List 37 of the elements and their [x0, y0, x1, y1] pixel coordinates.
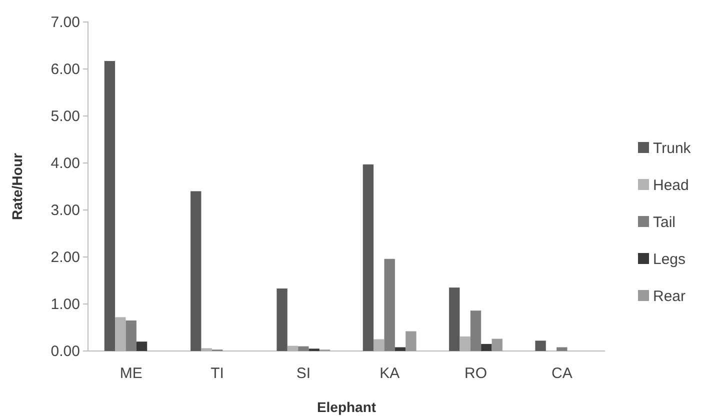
- bar: [481, 344, 492, 351]
- y-tick-label: 1.00: [50, 296, 80, 313]
- bar: [384, 258, 395, 351]
- bar: [449, 288, 460, 351]
- bar: [126, 320, 136, 351]
- bar: [492, 338, 502, 351]
- x-tick-label: RO: [464, 365, 487, 382]
- bar: [104, 61, 116, 351]
- bar: [362, 164, 374, 351]
- legend-label: Tail: [653, 214, 676, 231]
- x-tick-label: SI: [296, 365, 311, 382]
- bar: [136, 342, 148, 351]
- bar: [298, 346, 309, 351]
- y-tick-label: 7.00: [50, 14, 80, 31]
- bar: [190, 191, 202, 351]
- legend-label: Rear: [653, 288, 686, 305]
- y-tick-label: 5.00: [50, 108, 80, 125]
- y-axis-title: Rate/Hour: [9, 152, 25, 220]
- legend-label: Legs: [653, 251, 686, 268]
- y-tick-label: 6.00: [50, 60, 80, 78]
- bar: [276, 288, 288, 351]
- x-tick-label: KA: [380, 365, 400, 382]
- x-tick-label: ME: [120, 365, 142, 382]
- bar: [535, 340, 546, 351]
- x-tick-label: CA: [551, 365, 572, 382]
- y-tick-label: 3.00: [50, 202, 80, 219]
- y-tick-label: 2.00: [50, 248, 80, 266]
- bar: [470, 310, 482, 351]
- legend-label: Trunk: [653, 140, 692, 157]
- legend-label: Head: [653, 177, 689, 194]
- bar: [556, 347, 568, 351]
- x-tick-label: TI: [210, 365, 224, 382]
- y-tick-label: 4.00: [50, 154, 80, 172]
- bar: [394, 347, 406, 351]
- y-tick-label: 0.00: [50, 342, 80, 360]
- x-axis-title: Elephant: [316, 399, 376, 415]
- bar: [406, 331, 416, 351]
